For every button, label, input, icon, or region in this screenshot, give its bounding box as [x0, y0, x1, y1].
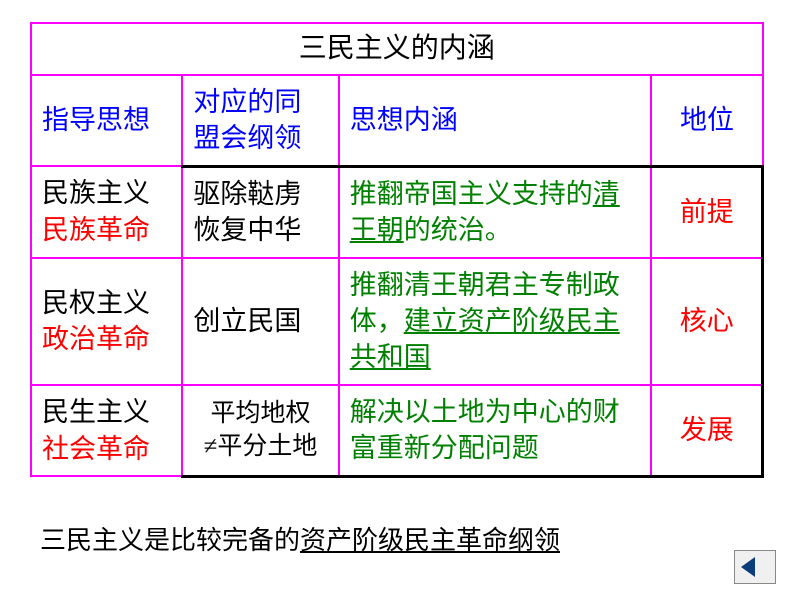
row2-name: 民生主义 社会革命 — [31, 385, 182, 476]
row2-program-l2: ≠平分土地 — [204, 433, 318, 460]
footer-text: 三民主义是比较完备的资产阶级民主革命纲领 — [40, 520, 560, 557]
row2-program-l1: 平均地权 — [211, 400, 311, 427]
back-button[interactable] — [734, 550, 776, 584]
row1-name-red: 政治革命 — [42, 324, 150, 354]
row2-content-pre: 解决以土地为中心的财富重新分配问题 — [350, 397, 620, 463]
header-col2: 对应的同盟会纲领 — [182, 75, 338, 166]
row1-name-black: 民权主义 — [42, 288, 150, 318]
row1-program: 创立民国 — [182, 258, 338, 385]
table-title: 三民主义的内涵 — [31, 23, 763, 75]
header-col1: 指导思想 — [31, 75, 182, 166]
row0-content-post: 的统治。 — [404, 215, 512, 245]
row0-name-red: 民族革命 — [42, 215, 150, 245]
row0-status: 前提 — [651, 166, 762, 257]
content-table: 三民主义的内涵 指导思想 对应的同盟会纲领 思想内涵 地位 民族主义 民族革命 … — [30, 22, 764, 478]
row1-content: 推翻清王朝君主专制政体，建立资产阶级民主共和国 — [339, 258, 652, 385]
footer-pre: 三民主义是比较完备的 — [40, 526, 300, 555]
row1-name: 民权主义 政治革命 — [31, 258, 182, 385]
table-row: 民生主义 社会革命 平均地权 ≠平分土地 解决以土地为中心的财富重新分配问题 发… — [31, 385, 763, 476]
row2-program: 平均地权 ≠平分土地 — [182, 385, 338, 476]
row2-content: 解决以土地为中心的财富重新分配问题 — [339, 385, 652, 476]
row2-status: 发展 — [651, 385, 762, 476]
table-row: 民族主义 民族革命 驱除鞑虏恢复中华 推翻帝国主义支持的清王朝的统治。 前提 — [31, 166, 763, 257]
row2-name-red: 社会革命 — [42, 434, 150, 464]
row0-program: 驱除鞑虏恢复中华 — [182, 166, 338, 257]
table-row: 民权主义 政治革命 创立民国 推翻清王朝君主专制政体，建立资产阶级民主共和国 核… — [31, 258, 763, 385]
header-col4: 地位 — [651, 75, 762, 166]
header-row: 指导思想 对应的同盟会纲领 思想内涵 地位 — [31, 75, 763, 166]
row2-name-black: 民生主义 — [42, 397, 150, 427]
header-col3: 思想内涵 — [339, 75, 652, 166]
footer-underline: 资产阶级民主革命纲领 — [300, 526, 560, 555]
main-table-container: 三民主义的内涵 指导思想 对应的同盟会纲领 思想内涵 地位 民族主义 民族革命 … — [30, 22, 764, 478]
row0-name: 民族主义 民族革命 — [31, 166, 182, 257]
back-arrow-icon — [741, 557, 769, 577]
row1-status: 核心 — [651, 258, 762, 385]
row0-content: 推翻帝国主义支持的清王朝的统治。 — [339, 166, 652, 257]
row0-name-black: 民族主义 — [42, 178, 150, 208]
row0-content-pre: 推翻帝国主义支持的 — [350, 179, 593, 209]
